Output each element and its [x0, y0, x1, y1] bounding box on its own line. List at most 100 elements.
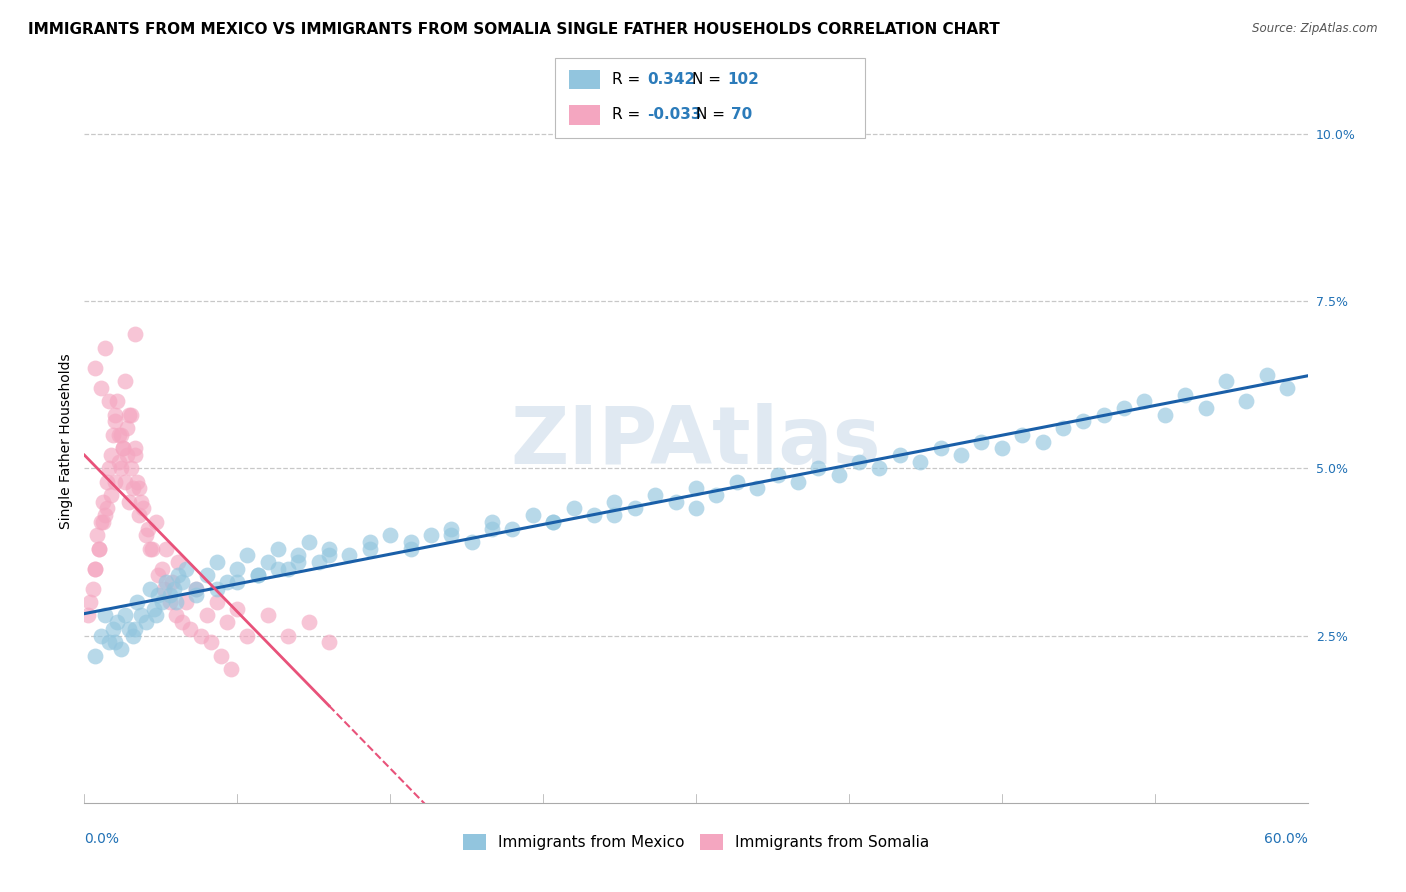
Text: ZIPAtlas: ZIPAtlas: [510, 402, 882, 481]
Point: [950, 448, 973, 462]
Point: [146, 589, 169, 603]
Point: [257, 555, 280, 569]
Point: [1073, 414, 1095, 428]
Point: [160, 574, 183, 589]
Point: [359, 534, 381, 549]
Point: [287, 548, 309, 563]
Text: IMMIGRANTS FROM MEXICO VS IMMIGRANTS FROM SOMALIA SINGLE FATHER HOUSEHOLDS CORRE: IMMIGRANTS FROM MEXICO VS IMMIGRANTS FRO…: [28, 22, 1000, 37]
Point: [236, 628, 259, 642]
Point: [562, 501, 585, 516]
Point: [115, 421, 138, 435]
Point: [1114, 401, 1136, 416]
Point: [1256, 368, 1278, 382]
Point: [90, 515, 112, 529]
Point: [138, 541, 160, 556]
Point: [105, 615, 128, 630]
Point: [100, 488, 122, 502]
Point: [138, 582, 160, 596]
Point: [131, 494, 153, 508]
Point: [145, 608, 167, 623]
Point: [226, 601, 249, 615]
Point: [174, 595, 197, 609]
Point: [624, 501, 647, 516]
Point: [787, 475, 810, 489]
Point: [236, 548, 259, 563]
Point: [118, 494, 141, 508]
Point: [543, 515, 565, 529]
Point: [186, 582, 208, 596]
Point: [127, 475, 149, 489]
Text: 60.0%: 60.0%: [1264, 831, 1308, 846]
Point: [167, 555, 190, 569]
Point: [146, 568, 169, 582]
Point: [105, 394, 128, 409]
Point: [889, 448, 911, 462]
Point: [124, 327, 146, 342]
Text: N =: N =: [696, 107, 725, 122]
Point: [766, 467, 789, 482]
Point: [440, 521, 463, 535]
Point: [420, 528, 443, 542]
Text: 0.0%: 0.0%: [84, 831, 120, 846]
Point: [155, 574, 177, 589]
Point: [159, 595, 181, 609]
Point: [1154, 408, 1177, 422]
Point: [179, 622, 201, 636]
Point: [186, 582, 208, 596]
Point: [127, 595, 149, 609]
Point: [219, 662, 242, 676]
Point: [257, 608, 280, 623]
Point: [165, 608, 187, 623]
Point: [93, 508, 115, 523]
Point: [200, 635, 222, 649]
Point: [91, 494, 114, 508]
Point: [104, 414, 127, 428]
Text: N =: N =: [692, 72, 721, 87]
Point: [115, 448, 138, 462]
Point: [122, 481, 145, 495]
Point: [205, 582, 228, 596]
Point: [114, 475, 136, 489]
Point: [153, 582, 176, 596]
Point: [869, 461, 891, 475]
Point: [110, 461, 132, 475]
Text: 102: 102: [727, 72, 759, 87]
Y-axis label: Single Father Households: Single Father Households: [59, 354, 73, 529]
Point: [155, 541, 177, 556]
Point: [685, 501, 707, 516]
Point: [87, 541, 110, 556]
Point: [83, 360, 105, 375]
Point: [97, 461, 120, 475]
Point: [77, 608, 100, 623]
Point: [108, 427, 131, 442]
Point: [1174, 387, 1197, 401]
Point: [172, 574, 194, 589]
Point: [142, 601, 165, 615]
Point: [481, 521, 503, 535]
Point: [167, 568, 190, 582]
Point: [86, 528, 108, 542]
Point: [217, 615, 239, 630]
Point: [603, 494, 626, 508]
Point: [226, 574, 249, 589]
Point: [174, 562, 197, 576]
Point: [359, 541, 381, 556]
Point: [112, 441, 135, 455]
Legend: Immigrants from Mexico, Immigrants from Somalia: Immigrants from Mexico, Immigrants from …: [457, 829, 935, 856]
Point: [848, 455, 870, 469]
Point: [461, 534, 484, 549]
Point: [163, 582, 186, 596]
Point: [135, 615, 157, 630]
Point: [970, 434, 993, 449]
Point: [246, 568, 269, 582]
Point: [246, 568, 269, 582]
Point: [110, 642, 132, 657]
Point: [828, 467, 851, 482]
Text: 0.342: 0.342: [647, 72, 695, 87]
Point: [399, 534, 422, 549]
Point: [97, 394, 120, 409]
Point: [195, 568, 218, 582]
Point: [267, 541, 290, 556]
Point: [277, 562, 299, 576]
Point: [807, 461, 830, 475]
